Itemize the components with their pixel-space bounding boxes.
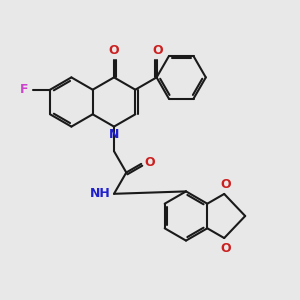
Text: NH: NH [90,187,110,200]
Text: O: O [144,156,155,169]
Text: O: O [220,178,231,191]
Text: O: O [220,242,231,255]
Text: N: N [109,128,119,141]
Text: O: O [153,44,164,57]
Text: O: O [109,44,119,57]
Text: F: F [20,83,28,96]
